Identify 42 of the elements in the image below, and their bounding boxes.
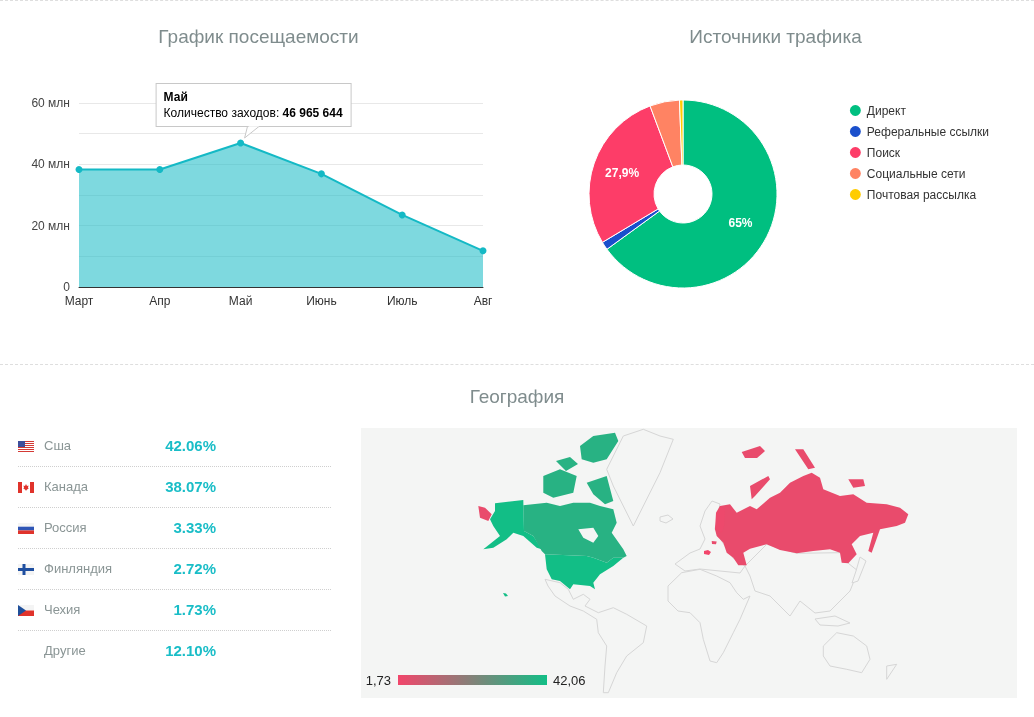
data-label: 3.33% (173, 518, 216, 537)
y-tick-label: 20 млн (31, 218, 70, 233)
point (156, 166, 164, 174)
category-label: Другие (44, 642, 86, 659)
y-tick-label: 60 млн (31, 96, 70, 110)
x-tick-label: Июнь (306, 294, 337, 308)
category-label: Финляндия (44, 560, 113, 577)
x-tick-label: Май (228, 294, 253, 308)
y-tick-label: 0 (63, 280, 71, 294)
text: 42,06 (553, 672, 586, 688)
category-label: Сша (44, 437, 72, 454)
legend-label: Поиск (866, 145, 901, 160)
data-label: 2.72% (173, 559, 216, 578)
annotation: Май (163, 89, 188, 104)
text: 1,73 (365, 672, 391, 688)
point (398, 211, 406, 219)
category-label: Чехия (44, 601, 81, 618)
legend-label: Почтовая рассылка (866, 187, 977, 202)
point (237, 139, 245, 147)
text: География (469, 386, 565, 408)
category-label: Канада (44, 478, 89, 495)
data-label: 42.06% (165, 436, 216, 455)
x-tick-label: Апр (149, 294, 171, 308)
data-label: 12.10% (165, 641, 216, 660)
data-label: 65% (728, 216, 753, 231)
point (317, 170, 325, 178)
data-label: 27,9% (605, 165, 640, 180)
legend-label: Директ (866, 103, 907, 118)
y-tick-label: 40 млн (31, 157, 70, 172)
point (75, 166, 83, 174)
x-tick-label: Авг (473, 294, 493, 308)
category-label: Россия (44, 519, 87, 536)
legend-label: Социальные сети (866, 166, 966, 181)
chart-title: Источники трафика (689, 26, 863, 47)
chart-title: График посещаемости (158, 26, 359, 47)
data-label: 38.07% (165, 477, 216, 496)
data-label: 1.73% (173, 600, 216, 619)
legend-label: Реферальные ссылки (866, 124, 989, 139)
annotation: Количество заходов: 46 965 644 (163, 105, 343, 120)
point (479, 247, 487, 255)
x-tick-label: Июль (386, 294, 418, 308)
x-tick-label: Март (64, 294, 94, 308)
